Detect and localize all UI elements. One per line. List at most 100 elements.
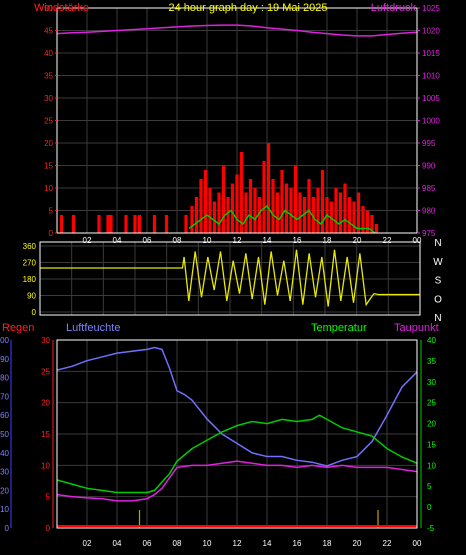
gust-bar: [226, 197, 230, 233]
x-tick-label: 00: [413, 236, 422, 245]
gust-bar: [106, 215, 110, 233]
gust-bar: [347, 197, 352, 233]
gust-bar: [307, 179, 311, 233]
gust-bar: [280, 170, 284, 233]
x-tick-label: 20: [353, 539, 362, 548]
gust-bar: [59, 215, 64, 233]
wind-tick-label: 15: [44, 162, 53, 171]
compass-label: O: [434, 294, 442, 305]
temp-humidity-panel: 0 10 20 30 40 50 60 70 80 90 100 0 5 10 15 20 25 30 -5 0 5…: [0, 322, 439, 548]
humidity-tick-label: 40: [0, 449, 9, 458]
humidity-tick-label: 60: [0, 411, 9, 420]
x-tick-label: 16: [293, 236, 302, 245]
pressure-line: [56, 24, 418, 37]
gust-bar: [298, 192, 302, 233]
gust-bar: [334, 188, 338, 233]
dewpoint-label: Taupunkt: [394, 322, 439, 334]
gust-bar: [199, 179, 203, 233]
humidity-line: [56, 346, 418, 467]
pressure-tick-label: 980: [422, 207, 436, 216]
pressure-tick-label: 1025: [422, 4, 440, 13]
x-tick-label: 06: [143, 236, 152, 245]
direction-tick-label: 270: [23, 259, 37, 268]
gust-bar: [109, 215, 113, 233]
x-tick-label: 12: [233, 539, 242, 548]
pressure-tick-label: 985: [422, 184, 436, 193]
gust-bar: [217, 192, 221, 233]
rain-tick-label: 5: [46, 493, 51, 502]
gust-bar: [184, 215, 188, 233]
gust-bar: [244, 192, 248, 233]
gust-bar: [365, 210, 370, 233]
rain-label: Regen: [2, 322, 34, 334]
gust-bar: [248, 179, 253, 233]
temperature-tick-label: 15: [427, 440, 436, 449]
gust-bar: [338, 192, 343, 233]
x-tick-label: 02: [83, 236, 92, 245]
direction-tick-label: 90: [27, 292, 36, 301]
gust-bar: [271, 179, 275, 233]
wind-tick-label: 5: [49, 207, 54, 216]
pressure-tick-label: 1000: [422, 117, 440, 126]
temperature-tick-label: 10: [427, 461, 436, 470]
rain-tick-label: 0: [46, 524, 51, 533]
gust-bar: [221, 165, 226, 233]
gust-bar: [289, 188, 293, 233]
gust-bar: [133, 215, 137, 233]
temperature-label: Temperatur: [311, 322, 367, 334]
gust-bar: [361, 206, 365, 233]
x-tick-label: 04: [113, 236, 122, 245]
gust-bar: [275, 192, 280, 233]
x-tick-label: 02: [83, 539, 92, 548]
x-tick-label: 14: [263, 236, 272, 245]
gust-bar: [257, 197, 262, 233]
pressure-tick-label: 995: [422, 139, 436, 148]
direction-tick-label: 0: [32, 308, 37, 317]
gust-bar: [284, 183, 289, 233]
humidity-tick-label: 20: [0, 486, 9, 495]
rain-tick-label: 20: [41, 399, 50, 408]
temperature-tick-label: 40: [427, 336, 436, 345]
humidity-tick-label: 0: [5, 524, 10, 533]
pressure-tick-label: 1015: [422, 49, 440, 58]
gust-bar: [370, 215, 374, 233]
gust-bar: [320, 170, 325, 233]
compass-label: N: [434, 238, 441, 249]
direction-tick-label: 360: [23, 242, 37, 251]
gust-bar: [352, 201, 356, 233]
rain-tick-label: 30: [41, 336, 50, 345]
compass-label: W: [433, 257, 443, 268]
pressure-tick-label: 1020: [422, 27, 440, 36]
gust-bar: [316, 188, 320, 233]
pressure-tick-label: 990: [422, 162, 436, 171]
wind-axis-label: Windstärke: [34, 2, 89, 14]
x-tick-label: 06: [143, 539, 152, 548]
gust-bar: [212, 201, 217, 233]
gust-bar: [302, 197, 307, 233]
humidity-tick-label: 100: [0, 336, 10, 345]
humidity-tick-label: 10: [0, 505, 9, 514]
gust-bar: [356, 192, 361, 233]
pressure-tick-label: 1005: [422, 94, 440, 103]
x-tick-label: 22: [383, 236, 392, 245]
wind-tick-label: 50: [44, 4, 53, 13]
temperature-tick-label: 30: [427, 378, 436, 387]
wind-tick-label: 45: [44, 27, 53, 36]
gust-bar: [343, 183, 347, 233]
chart-title: 24 hour graph day : 19 Mai 2025: [168, 2, 327, 14]
wind-tick-label: 25: [44, 117, 53, 126]
gust-bar: [293, 165, 298, 233]
direction-line: [40, 249, 420, 307]
wind-line: [188, 204, 376, 234]
x-tick-label: 18: [323, 539, 332, 548]
gust-bar: [208, 188, 212, 233]
x-tick-label: 10: [203, 236, 212, 245]
x-tick-label: 10: [203, 539, 212, 548]
humidity-tick-label: 50: [0, 430, 9, 439]
humidity-label: Luftfeuchte: [66, 322, 120, 334]
gust-bar: [235, 174, 239, 233]
gust-bar: [71, 215, 76, 233]
gust-bar: [124, 215, 128, 233]
compass-label: S: [435, 276, 442, 287]
gust-bar: [97, 215, 101, 233]
